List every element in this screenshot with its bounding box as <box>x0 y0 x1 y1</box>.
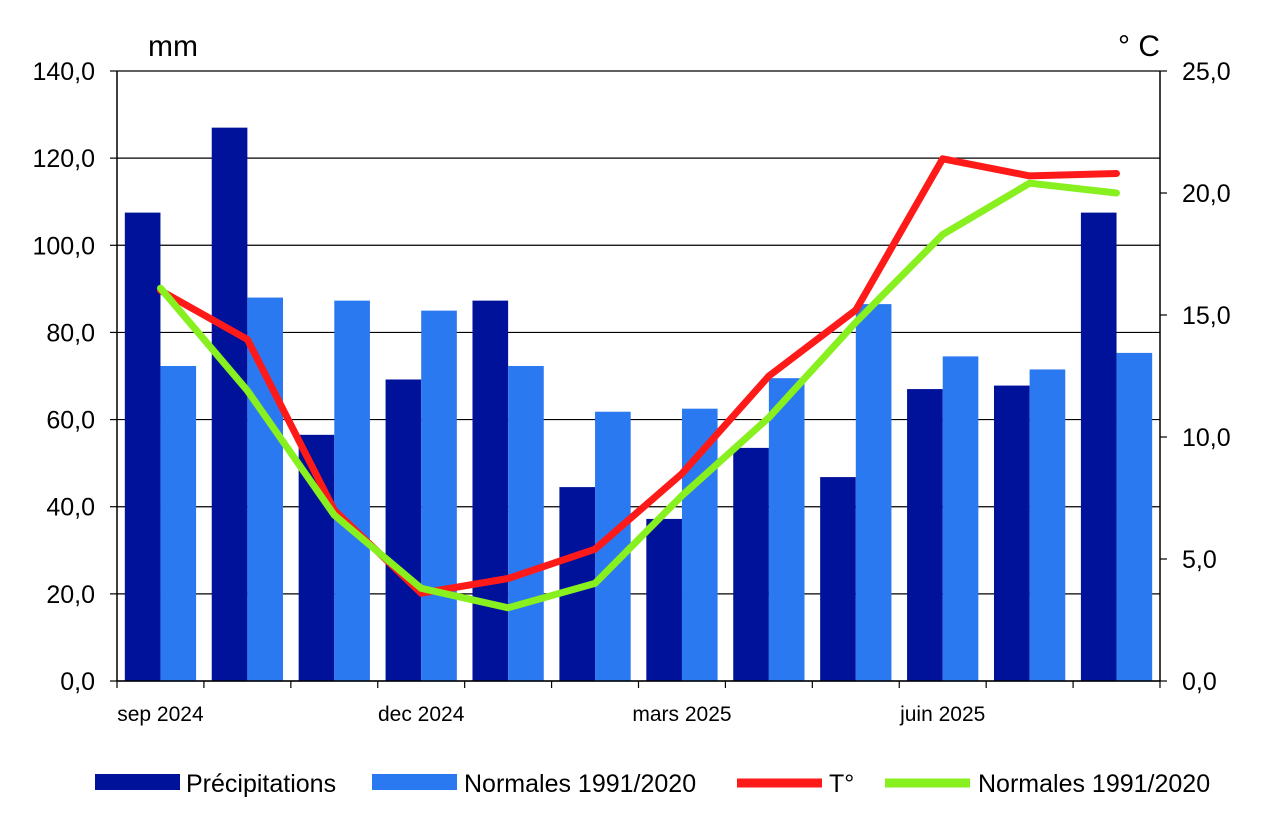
bar-precipitation <box>820 477 856 681</box>
left-axis-unit: mm <box>148 30 198 63</box>
right-tick-label: 10,0 <box>1182 424 1231 452</box>
bar-precip-normal <box>1029 369 1066 681</box>
bar-precipitation <box>907 389 943 681</box>
legend-label-precipitations: Précipitations <box>186 770 336 798</box>
tick-labels: 0,0 20,0 40,0 60,0 80,0 100,0 120,0 140,0 0,0 5,0… <box>32 58 1230 726</box>
right-tick-label: 20,0 <box>1182 180 1231 208</box>
right-tick-label: 5,0 <box>1182 546 1217 574</box>
right-tick-label: 15,0 <box>1182 302 1231 330</box>
left-tick-label: 120,0 <box>32 145 95 173</box>
left-tick-label: 80,0 <box>46 319 95 347</box>
line-temperature <box>157 155 1120 597</box>
bar-precip-normal <box>855 304 892 681</box>
right-tick-label: 0,0 <box>1182 668 1217 696</box>
legend-swatch-precip-normals <box>372 774 457 790</box>
legend-label-temperature: T° <box>829 770 854 798</box>
bar-precip-normal <box>508 365 544 681</box>
bar-precip-normal <box>421 310 457 681</box>
left-tick-label: 40,0 <box>46 494 95 522</box>
left-tick-label: 60,0 <box>46 407 95 435</box>
legend-label-precip-normals: Normales 1991/2020 <box>464 770 696 798</box>
left-tick-label: 0,0 <box>60 668 95 696</box>
x-tick-label: juin 2025 <box>899 703 985 726</box>
bar-precip-normal <box>1116 352 1153 681</box>
bar-precipitation <box>1080 212 1117 681</box>
bar-precipitation <box>472 300 509 681</box>
line-temp-normal <box>157 179 1120 612</box>
right-axis-unit: ° C <box>1118 30 1160 63</box>
left-tick-label: 20,0 <box>46 581 95 609</box>
bar-precip-normal <box>160 365 197 681</box>
bar-precipitation <box>733 447 769 681</box>
bar-precipitation <box>646 518 682 681</box>
right-tick-label: 25,0 <box>1182 58 1231 86</box>
x-tick-label: dec 2024 <box>378 703 465 726</box>
bar-precipitation <box>993 385 1030 681</box>
bar-precip-normal <box>334 300 370 681</box>
legend-swatch-precipitations <box>95 774 180 790</box>
bar-precipitation <box>385 379 422 681</box>
legend: Précipitations Normales 1991/2020 T° Nor… <box>95 770 1210 798</box>
temperature-lines <box>157 155 1120 612</box>
left-tick-label: 140,0 <box>32 58 95 86</box>
bar-precip-normal <box>247 297 284 681</box>
bar-precipitation <box>124 212 161 681</box>
x-tick-label: sep 2024 <box>117 703 204 726</box>
x-tick-label: mars 2025 <box>632 703 731 726</box>
bar-precip-normal <box>768 378 805 681</box>
axes <box>110 70 1167 688</box>
legend-label-temp-normals: Normales 1991/2020 <box>978 770 1210 798</box>
bars <box>124 127 1153 681</box>
left-tick-label: 100,0 <box>32 232 95 260</box>
bar-precipitation <box>211 127 248 681</box>
bar-precip-normal <box>942 356 979 681</box>
